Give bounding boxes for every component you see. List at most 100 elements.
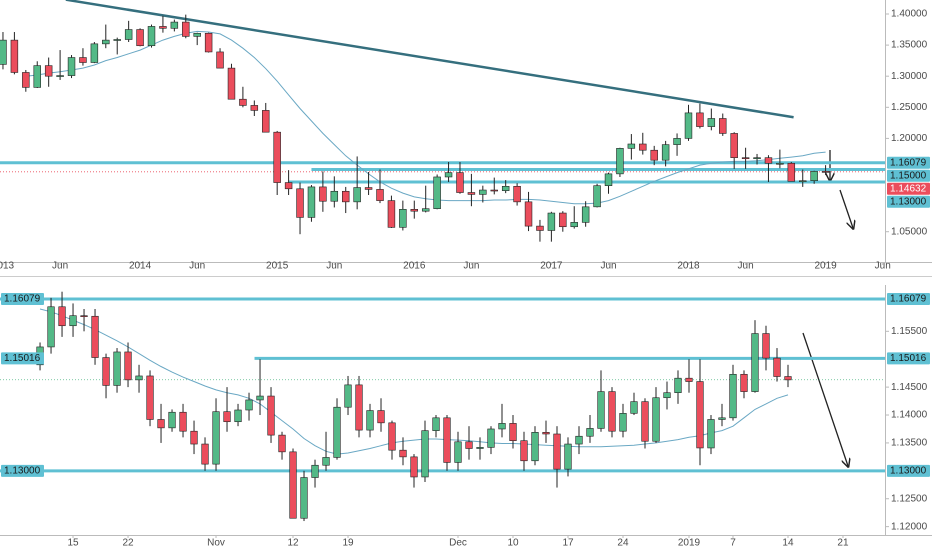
price-label-box: [1, 352, 44, 365]
price-label-box: [1, 293, 44, 306]
candle-body: [333, 406, 341, 458]
y-tick-label: 1.15500: [891, 326, 928, 337]
x-tick-label: 7: [730, 538, 736, 549]
candle-body: [22, 72, 30, 88]
x-tick-label: 22: [122, 538, 134, 549]
candle-body: [730, 133, 738, 158]
candle-body: [124, 351, 132, 381]
candle-body: [102, 39, 110, 45]
candle-body: [586, 428, 594, 437]
candle-body: [307, 186, 316, 218]
candle-body: [376, 189, 384, 201]
candle-body: [513, 185, 521, 203]
candle-body: [223, 411, 231, 423]
arrow: [802, 332, 848, 466]
candle-body: [267, 395, 275, 436]
y-tick-label: 1.20000: [891, 133, 928, 144]
candle-body: [509, 423, 517, 441]
candle-body: [234, 409, 242, 423]
candle-body: [168, 411, 176, 429]
candle-body: [641, 401, 649, 442]
candle-body: [245, 399, 253, 411]
candle-body: [608, 391, 616, 432]
candle-body: [753, 157, 761, 159]
candle-body: [364, 187, 373, 190]
candle-body: [319, 186, 327, 202]
candle-body: [296, 188, 304, 218]
candle-body: [80, 315, 88, 317]
candle-body: [604, 173, 613, 186]
candle-body: [239, 98, 247, 106]
candle-body: [821, 171, 830, 173]
candle-body: [570, 222, 578, 228]
candle-body: [256, 395, 264, 401]
candle-body: [751, 333, 759, 392]
y-tick-label: 1.12000: [891, 521, 928, 532]
price-label: 1.16079: [890, 294, 927, 305]
candle-body: [201, 443, 209, 465]
candle-body: [719, 118, 727, 134]
x-tick-label: 2013: [0, 261, 15, 272]
candle-body: [322, 457, 330, 466]
candle-body: [366, 410, 374, 431]
x-tick-label: 2016: [403, 261, 426, 272]
price-label: 1.13000: [890, 465, 927, 476]
candle-body: [597, 391, 605, 429]
candle-body: [289, 451, 297, 519]
candle-body: [58, 306, 66, 327]
price-label: 1.15000: [890, 170, 927, 181]
y-tick-label: 1.13500: [891, 438, 928, 449]
candle-body: [33, 65, 41, 88]
candle-body: [707, 118, 716, 127]
x-tick-label: Jun: [189, 261, 205, 272]
candle-body: [456, 172, 464, 193]
candle-body: [278, 434, 286, 453]
y-tick-label: 1.25000: [891, 102, 928, 113]
candle-body: [465, 441, 473, 449]
candle-body: [444, 172, 453, 178]
candle-body: [44, 65, 53, 77]
candle-body: [773, 357, 781, 377]
x-tick-label: 24: [617, 538, 629, 549]
candle-body: [399, 209, 407, 228]
candle-body: [113, 39, 121, 41]
candle-body: [593, 185, 601, 208]
candle-body: [696, 381, 704, 449]
candle-body: [741, 157, 750, 159]
candle-body: [575, 435, 583, 445]
candle-body: [204, 32, 213, 53]
candle-body: [553, 433, 561, 470]
candle-body: [342, 190, 350, 203]
candle-body: [90, 43, 99, 63]
candle-body: [718, 417, 726, 420]
y-tick-label: 1.30000: [891, 71, 928, 82]
candle-body: [421, 208, 430, 212]
y-tick-label: 1.35000: [891, 40, 928, 51]
x-tick-label: 2018: [677, 261, 700, 272]
candle-body: [387, 200, 396, 228]
candle-body: [520, 440, 528, 462]
y-tick-label: 1.14000: [891, 410, 928, 421]
candle-body: [113, 351, 121, 386]
candle-body: [696, 112, 704, 127]
x-tick-label: 2015: [266, 261, 289, 272]
candle-body: [433, 176, 441, 209]
candle-body: [421, 430, 429, 478]
candle-body: [250, 105, 259, 111]
candle-body: [179, 411, 187, 432]
candle-body: [124, 29, 133, 40]
price-label: 1.13000: [4, 465, 41, 476]
candle-body: [47, 306, 55, 348]
price-label-box: [1, 464, 44, 477]
candle-body: [330, 190, 339, 202]
candle-body: [388, 422, 396, 451]
candle-body: [0, 39, 7, 65]
candle-body: [661, 144, 670, 161]
candle-body: [524, 201, 533, 227]
x-tick-label: 2019: [678, 538, 701, 549]
x-tick-label: 19: [342, 538, 354, 549]
candle-body: [547, 212, 556, 231]
candle-body: [212, 411, 220, 465]
price-label: 1.15016: [4, 353, 41, 364]
